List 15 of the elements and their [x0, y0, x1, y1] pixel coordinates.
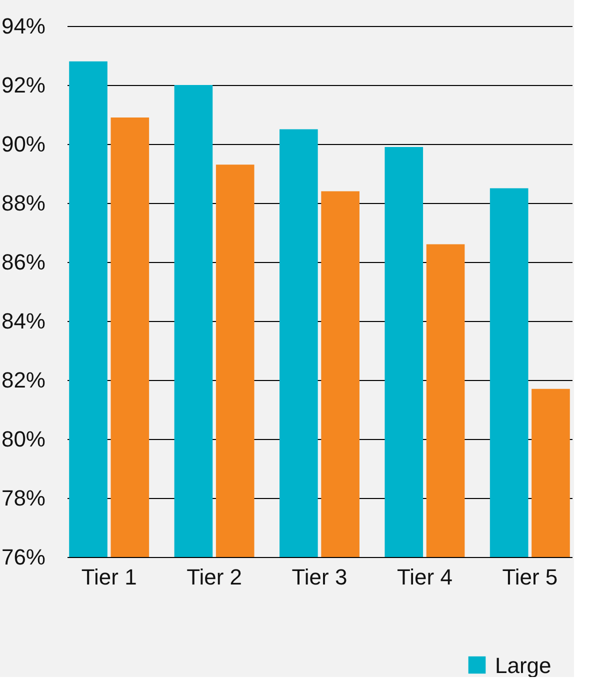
y-tick-label: 94%: [1, 14, 46, 38]
y-tick-label: 92%: [1, 72, 46, 98]
y-tick-label: 76%: [1, 544, 46, 570]
x-tick-label: Tier 4: [396, 564, 452, 590]
y-tick-label: 80%: [1, 426, 46, 452]
x-tick-label: Tier 1: [81, 564, 137, 590]
y-tick-label: 84%: [1, 308, 46, 334]
y-tick-label: 82%: [1, 368, 46, 392]
x-tick-label: Tier 3: [292, 564, 348, 590]
y-tick-label: 86%: [1, 250, 46, 274]
x-tick-label: Tier 5: [502, 564, 558, 590]
y-tick-label: 88%: [1, 190, 46, 216]
y-tick-label: 78%: [1, 486, 46, 510]
y-tick-label: 90%: [1, 132, 46, 156]
x-tick-label: Tier 2: [186, 564, 242, 590]
